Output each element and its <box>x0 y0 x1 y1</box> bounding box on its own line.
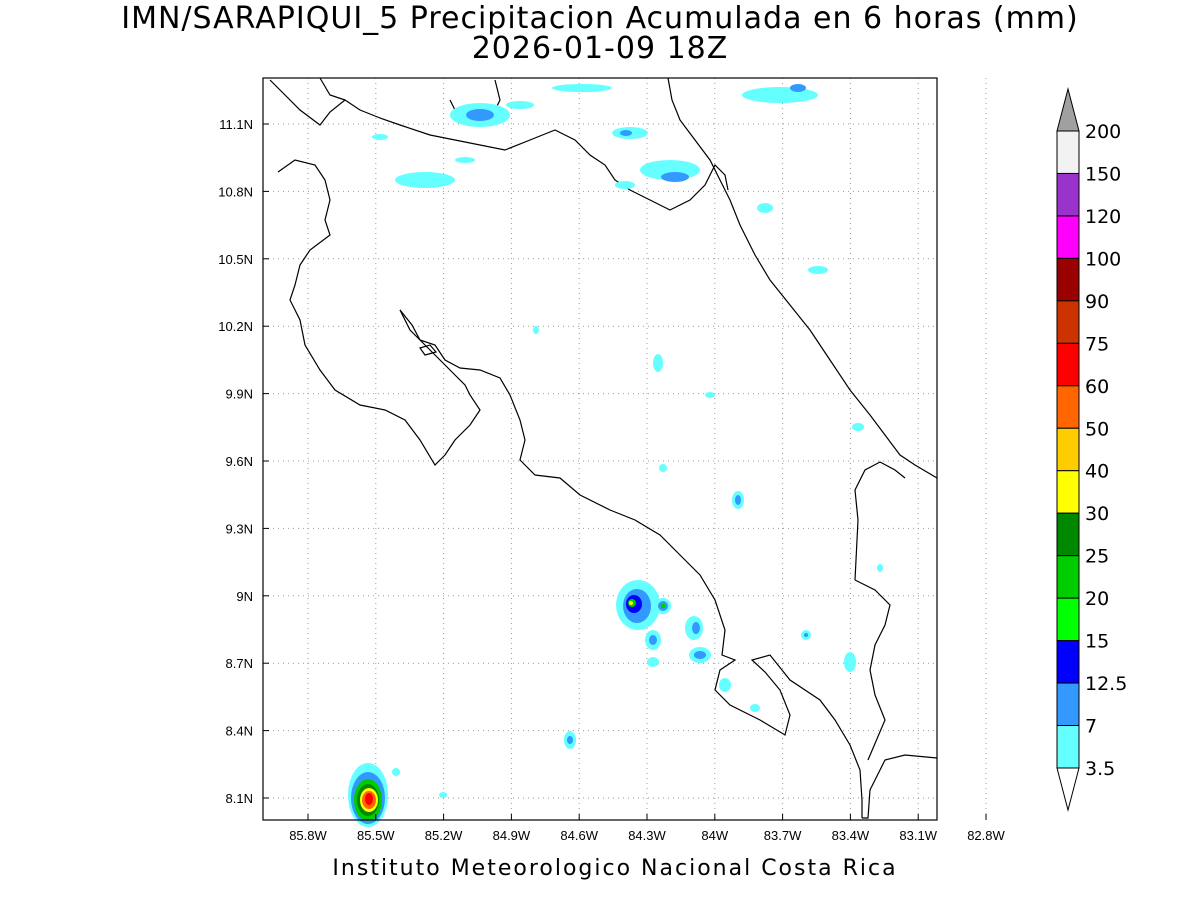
colorbar: 200 150 120 100 90 75 60 50 40 30 25 20 15 12.5 7 3.5 <box>1056 87 1127 812</box>
coastlines <box>269 77 938 819</box>
lat-tick-label: 10.5N <box>218 252 253 267</box>
colorbar-swatch <box>1056 427 1080 472</box>
colorbar-swatch <box>1056 512 1080 557</box>
lat-tick-label: 9.6N <box>226 454 253 469</box>
colorbar-level-label: 100 <box>1085 248 1121 270</box>
colorbar-level-label: 75 <box>1085 333 1109 355</box>
colorbar-swatch <box>1056 172 1080 217</box>
colorbar-swatch <box>1056 725 1080 769</box>
map-title: IMN/SARAPIQUI_5 Precipitacion Acumulada … <box>121 1 1079 36</box>
lon-tick-label: 82.8W <box>967 828 1005 843</box>
lat-tick-label: 9.3N <box>226 521 253 536</box>
colorbar-level-label: 20 <box>1085 588 1109 610</box>
lat-tick-label: 10.8N <box>218 184 253 199</box>
lat-tick-label: 9.9N <box>226 387 253 402</box>
colorbar-bottom-arrow <box>1056 767 1080 812</box>
lon-tick-label: 84.6W <box>560 828 598 843</box>
colorbar-level-label: 12.5 <box>1085 673 1127 695</box>
footer-credit: Instituto Meteorologico Nacional Costa R… <box>332 856 898 881</box>
colorbar-level-label: 30 <box>1085 503 1109 525</box>
colorbar-level-label: 25 <box>1085 546 1109 568</box>
colorbar-level-label: 150 <box>1085 163 1121 185</box>
colorbar-swatch <box>1056 640 1080 684</box>
colorbar-top-arrow <box>1056 87 1080 132</box>
colorbar-level-label: 120 <box>1085 206 1121 228</box>
colorbar-swatch <box>1056 342 1080 387</box>
lon-tick-label: 84W <box>701 828 728 843</box>
lon-tick-label: 85.2W <box>425 828 463 843</box>
colorbar-level-label: 60 <box>1085 376 1109 398</box>
lat-tick-label: 11.1N <box>219 117 253 132</box>
lon-tick-label: 83.1W <box>899 828 937 843</box>
map-subtitle: 2026-01-09 18Z <box>471 31 729 66</box>
precipitation-areas <box>348 84 883 827</box>
colorbar-swatch <box>1056 130 1080 174</box>
colorbar-level-label: 40 <box>1085 461 1109 483</box>
colorbar-swatch <box>1056 300 1080 344</box>
colorbar-swatch <box>1056 597 1080 642</box>
colorbar-level-label: 200 <box>1085 121 1121 143</box>
colorbar-level-label: 50 <box>1085 418 1109 440</box>
colorbar-level-label: 90 <box>1085 291 1109 313</box>
lon-tick-label: 85.8W <box>289 828 327 843</box>
lat-tick-label: 8.1N <box>226 791 253 806</box>
grid-lines <box>263 78 987 820</box>
plot-frame <box>262 77 938 821</box>
colorbar-swatch <box>1056 682 1080 727</box>
lat-tick-label: 10.2N <box>218 319 253 334</box>
lon-tick-label: 84.9W <box>493 828 531 843</box>
colorbar-swatch <box>1056 385 1080 429</box>
lat-tick-label: 8.7N <box>226 656 253 671</box>
colorbar-swatch <box>1056 257 1080 302</box>
colorbar-level-label: 15 <box>1085 631 1109 653</box>
latitude-axis: 11.1N 10.8N 10.5N 10.2N 9.9N 9.6N 9.3N 9N 8.7N 8.… <box>218 117 269 806</box>
lat-tick-label: 8.4N <box>226 724 253 739</box>
lon-tick-label: 83.7W <box>764 828 802 843</box>
colorbar-swatch <box>1056 555 1080 599</box>
longitude-axis: 85.8W 85.5W 85.2W 84.9W 84.6W 84.3W 84W 83.7W 83… <box>289 814 1006 843</box>
plot-area <box>263 78 937 820</box>
lat-tick-label: 9N <box>236 589 253 604</box>
lon-tick-label: 85.5W <box>357 828 395 843</box>
colorbar-swatch <box>1056 215 1080 259</box>
lon-tick-label: 83.4W <box>832 828 870 843</box>
lon-tick-label: 84.3W <box>628 828 666 843</box>
colorbar-swatch <box>1056 470 1080 514</box>
colorbar-level-label: 7 <box>1085 716 1097 738</box>
colorbar-level-label: 3.5 <box>1085 758 1115 780</box>
